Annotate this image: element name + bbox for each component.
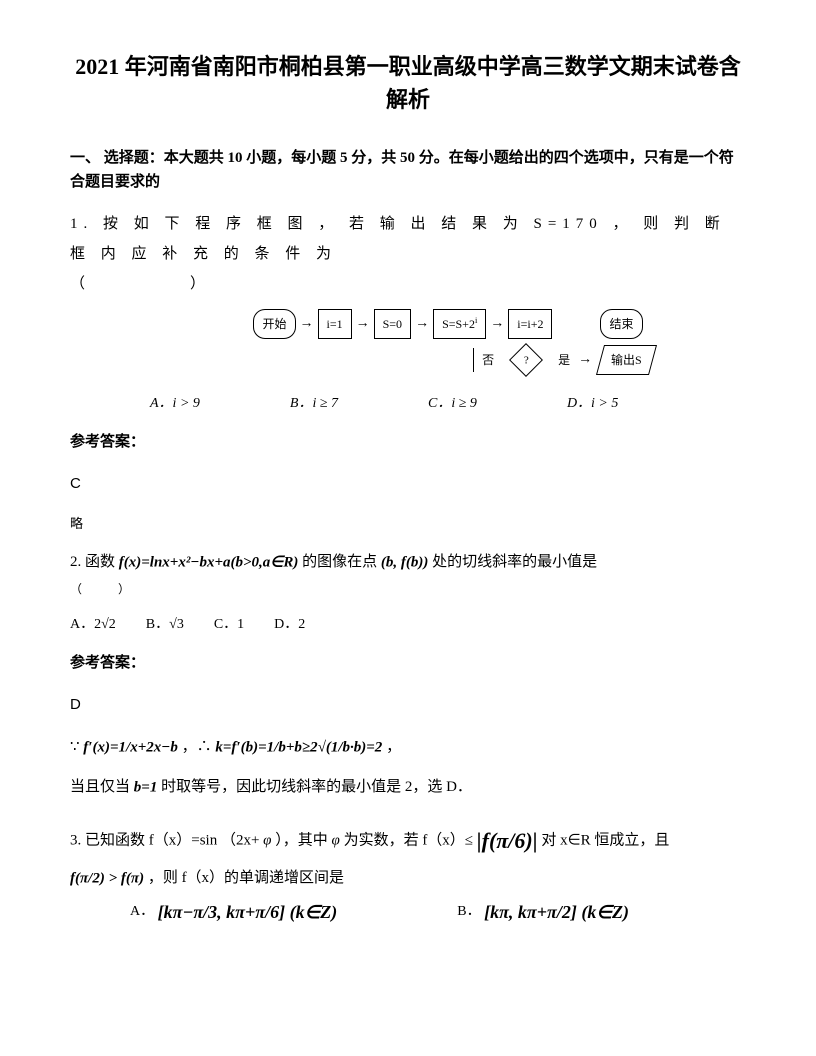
q2-sol-f1: f′(x)=1/x+2x−b [83, 740, 178, 756]
q1-flowchart: 开始 → i=1 → S=0 → S=S+2i → i=i+2 结束 [150, 309, 746, 339]
q2-solution-line1: ∵ f′(x)=1/x+2x−b ，∴ k=f′(b)=1/b+b≥2√(1/b… [70, 735, 746, 760]
q2-answer-label: 参考答案： [70, 651, 746, 675]
q2-sol-f2: k=f′(b)=1/b+b≥2√(1/b·b)=2 [215, 740, 382, 756]
arrow-icon: → [578, 346, 592, 374]
arrow-icon: → [356, 310, 370, 338]
q3-text-b: ），其中 [275, 833, 328, 849]
page-title: 2021 年河南省南阳市桐柏县第一职业高级中学高三数学文期末试卷含解析 [70, 50, 746, 116]
arrow-icon: → [490, 310, 504, 338]
fc-box-s0: S=0 [374, 309, 411, 339]
q2-opt-d: D．2 [274, 611, 305, 639]
q2-text-a: 2. 函数 [70, 554, 115, 570]
q2-solution-line2: 当且仅当 b=1 时取等号，因此切线斜率的最小值是 2，选 D． [70, 775, 746, 800]
q2-formula-2: (b, f(b)) [381, 554, 428, 570]
fc-label-no: 否 [482, 348, 494, 372]
fc-decision: ? [509, 343, 543, 377]
q3-formula-2: f(π/2) > f(π) [70, 871, 144, 887]
q1-options: A．i > 9 B．i ≥ 7 C．i ≥ 9 D．i > 5 [150, 390, 746, 418]
fc-end: 结束 [600, 309, 642, 339]
arrow-icon: → [300, 310, 314, 338]
q1-text-a: 1. 按 如 下 程 序 框 图 ， 若 输 出 结 果 为 S=170 ， 则… [70, 209, 746, 269]
fc-label-yes: 是 [558, 348, 570, 372]
q2-opt-b: B．√3 [146, 611, 184, 639]
q1-opt-a: A．i > 9 [150, 390, 200, 418]
q3-phi-2: φ [332, 833, 340, 849]
q3-formula-1: |f(π/6)| [477, 828, 538, 853]
section-heading: 一、 选择题：本大题共 10 小题，每小题 5 分，共 50 分。在每小题给出的… [70, 146, 746, 194]
question-2: 2. 函数 f(x)=lnx+x²−bx+a(b>0,a∈R) 的图像在点 (b… [70, 547, 746, 640]
q2-sol-e: 时取等号，因此切线斜率的最小值是 2，选 D． [161, 779, 472, 795]
q1-flowchart-row2: 否 ? 是 → 输出S [350, 345, 746, 375]
q2-sol-c: ， [386, 739, 401, 755]
q1-opt-c: C．i ≥ 9 [428, 390, 477, 418]
q2-text-c: 处的切线斜率的最小值是 [432, 554, 597, 570]
q1-answer: C [70, 472, 746, 496]
q3-options: A． [kπ−π/3, kπ+π/6] (k∈Z) B． [kπ, kπ+π/2… [130, 894, 746, 930]
q2-formula-1: f(x)=lnx+x²−bx+a(b>0,a∈R) [119, 554, 299, 570]
q3-opt-b: B． [kπ, kπ+π/2] (k∈Z) [457, 894, 629, 930]
q2-text-b: 的图像在点 [302, 554, 377, 570]
q2-answer: D [70, 693, 746, 717]
q2-options: A．2√2 B．√3 C．1 D．2 [70, 611, 746, 639]
fc-box-inc: i=i+2 [508, 309, 552, 339]
q1-answer-label: 参考答案： [70, 430, 746, 454]
q2-sol-b: ，∴ [182, 739, 212, 755]
q2-sol-d: 当且仅当 [70, 779, 130, 795]
q2-opt-a: A．2√2 [70, 611, 116, 639]
question-1: 1. 按 如 下 程 序 框 图 ， 若 输 出 结 果 为 S=170 ， 则… [70, 209, 746, 418]
fc-box-i1: i=1 [318, 309, 352, 339]
fc-output: 输出S [596, 345, 657, 375]
q2-sol-a: ∵ [70, 739, 80, 755]
fc-box-sum: S=S+2i [433, 309, 486, 339]
q3-text-a: 3. 已知函数 f（x）=sin （2x+ [70, 833, 259, 849]
q1-opt-d: D．i > 5 [567, 390, 618, 418]
q3-text-c: 为实数，若 f（x）≤ [344, 833, 473, 849]
question-3: 3. 已知函数 f（x）=sin （2x+ φ ），其中 φ 为实数，若 f（x… [70, 819, 746, 930]
q3-text-e: ，则 f（x）的单调递增区间是 [148, 870, 344, 886]
q1-opt-b: B．i ≥ 7 [290, 390, 338, 418]
q1-text-b: （ ） [70, 269, 746, 299]
q2-sol-f3: b=1 [134, 779, 158, 795]
q2-text-d: （ ） [70, 577, 746, 601]
q3-phi-1: φ [263, 833, 271, 849]
q2-opt-c: C．1 [214, 611, 244, 639]
q3-opt-a: A． [kπ−π/3, kπ+π/6] (k∈Z) [130, 894, 337, 930]
q3-text-d: 对 x∈R 恒成立，且 [541, 833, 669, 849]
fc-start: 开始 [253, 309, 295, 339]
q1-note: 略 [70, 514, 746, 535]
arrow-icon: → [415, 310, 429, 338]
